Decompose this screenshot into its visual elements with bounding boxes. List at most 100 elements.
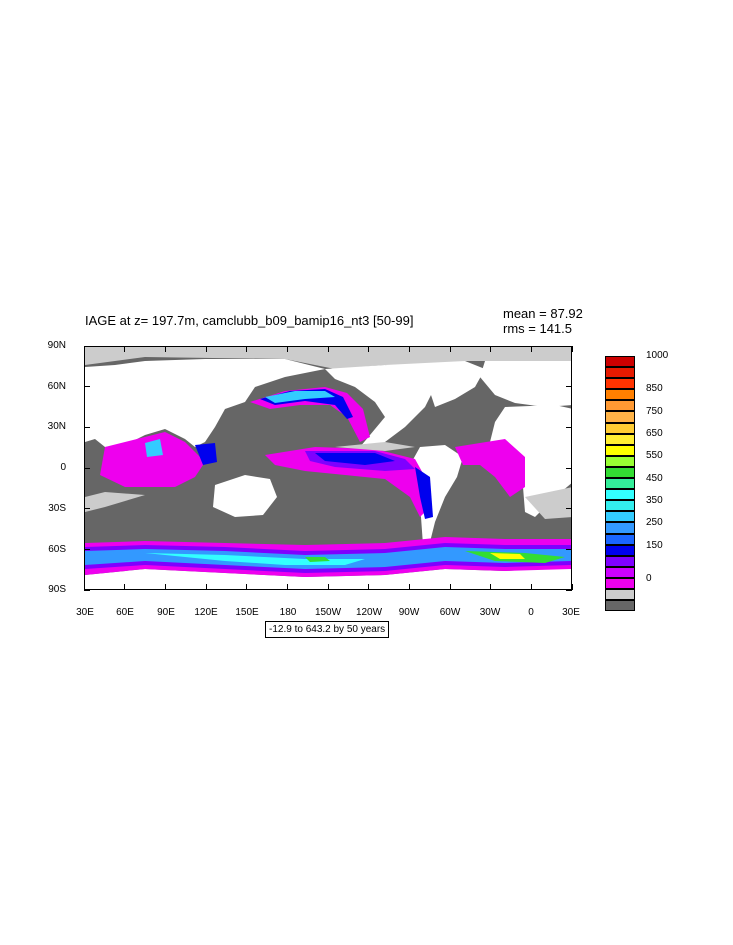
lon-label: 180	[279, 607, 297, 618]
lon-tick	[286, 584, 288, 590]
australia-land	[213, 475, 277, 517]
colorbar-cell	[605, 367, 635, 379]
ross-500	[305, 557, 330, 562]
gray-patch-2	[525, 487, 571, 519]
lat-tick	[566, 548, 572, 550]
lat-tick	[84, 426, 90, 428]
colorbar-cell	[605, 566, 635, 578]
lat-tick	[566, 426, 572, 428]
map-plot-area	[84, 346, 572, 590]
colorbar-cell	[605, 500, 635, 512]
colorbar-cell	[605, 577, 635, 589]
lon-label: 90E	[157, 607, 175, 618]
colorbar-label: 150	[646, 540, 663, 551]
colorbar-cell	[605, 433, 635, 445]
lat-tick	[566, 589, 572, 591]
contour-range-note: -12.9 to 643.2 by 50 years	[265, 621, 390, 638]
arabian-sea-350	[145, 439, 163, 457]
colorbar-label: 350	[646, 495, 663, 506]
colorbar-cell	[605, 356, 635, 368]
lon-tick	[246, 584, 248, 590]
west-pacific-250	[195, 443, 217, 465]
colorbar-cell	[605, 400, 635, 412]
colorbar-cell	[605, 522, 635, 534]
lat-tick	[84, 589, 90, 591]
lon-tick	[449, 584, 451, 590]
lon-tick	[530, 346, 532, 352]
colorbar-cell	[605, 389, 635, 401]
africa-land	[490, 405, 571, 517]
colorbar-cell	[605, 544, 635, 556]
lat-label: 30S	[48, 503, 66, 514]
lat-tick	[84, 345, 90, 347]
colorbar-label: 450	[646, 473, 663, 484]
gray-patch-1	[85, 492, 145, 512]
weddell-600	[490, 553, 525, 559]
peru-coast-250	[415, 467, 433, 519]
lon-tick	[205, 346, 207, 352]
eurasia-land	[85, 359, 325, 447]
lon-tick	[368, 584, 370, 590]
lon-label: 60W	[439, 607, 461, 618]
lon-label: 120E	[194, 607, 218, 618]
lat-tick	[566, 386, 572, 388]
southern-ocean-300	[85, 547, 571, 569]
lat-tick	[84, 548, 90, 550]
colorbar-cell	[605, 600, 635, 612]
lon-tick	[124, 346, 126, 352]
colorbar	[605, 356, 635, 612]
lat-tick	[566, 508, 572, 510]
lon-tick	[246, 346, 248, 352]
lat-label: 90N	[47, 340, 66, 351]
lon-label: 30E	[562, 607, 580, 618]
colorbar-cell	[605, 533, 635, 545]
lat-label: 30N	[47, 421, 66, 432]
colorbar-label: 1000	[646, 350, 669, 361]
lat-tick	[84, 386, 90, 388]
south-atlantic-150	[455, 439, 525, 497]
colorbar-label: 850	[646, 383, 663, 394]
lon-tick	[490, 584, 492, 590]
colorbar-cell	[605, 478, 635, 490]
lon-tick	[327, 346, 329, 352]
lon-label: 60E	[116, 607, 134, 618]
lon-tick	[368, 346, 370, 352]
mean-stat: mean = 87.92	[503, 306, 583, 321]
rms-stat: rms = 141.5	[503, 321, 573, 336]
lon-tick	[408, 584, 410, 590]
map-title: IAGE at z= 197.7m, camclubb_b09_bamip16_…	[85, 313, 414, 328]
lat-tick	[84, 467, 90, 469]
lon-label: 150E	[235, 607, 259, 618]
lon-label: 0	[528, 607, 534, 618]
colorbar-label: 550	[646, 450, 663, 461]
colorbar-cell	[605, 378, 635, 390]
lon-tick	[530, 584, 532, 590]
colorbar-cell	[605, 555, 635, 567]
lon-tick	[164, 584, 166, 590]
north-pacific-350	[265, 391, 335, 403]
lat-label: 90S	[48, 584, 66, 595]
europe-land	[480, 361, 571, 407]
colorbar-label: 0	[646, 573, 652, 584]
lat-label: 60N	[47, 381, 66, 392]
gray-patch-3	[335, 442, 415, 451]
colorbar-cell	[605, 489, 635, 501]
colorbar-label: 250	[646, 517, 663, 528]
antarctica-land	[85, 567, 571, 589]
east-pacific-250	[315, 453, 395, 465]
colorbar-cell	[605, 422, 635, 434]
greenland-canada-land	[385, 361, 485, 407]
north-america-land	[325, 365, 435, 452]
colorbar-cell	[605, 411, 635, 423]
colorbar-label: 750	[646, 406, 663, 417]
lon-tick	[327, 584, 329, 590]
colorbar-cell	[605, 588, 635, 601]
lon-tick	[286, 346, 288, 352]
lon-tick	[490, 346, 492, 352]
colorbar-cell	[605, 444, 635, 456]
ocean-age-map	[85, 347, 571, 589]
lat-tick	[566, 345, 572, 347]
colorbar-cell	[605, 466, 635, 479]
lon-tick	[205, 584, 207, 590]
lon-tick	[124, 584, 126, 590]
